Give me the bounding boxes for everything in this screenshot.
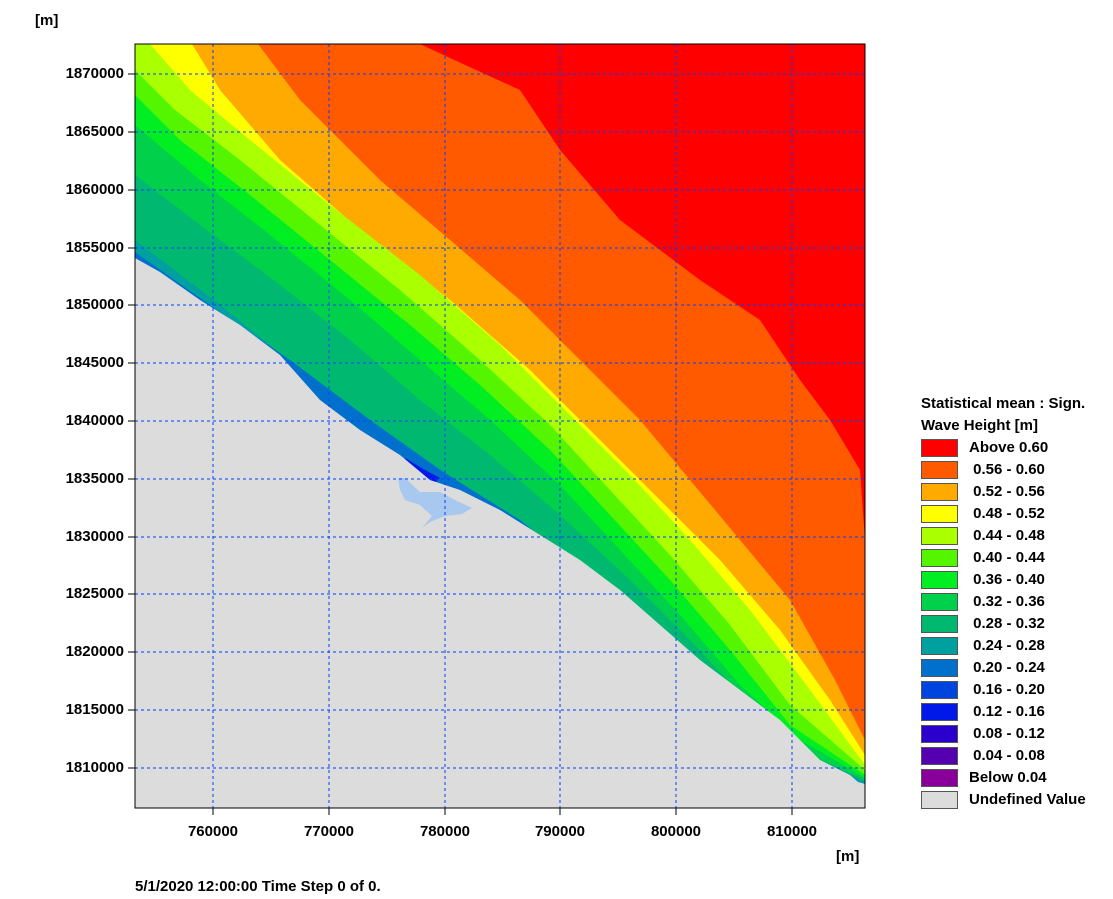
legend-swatch	[921, 615, 958, 633]
legend-label: 0.44 - 0.48	[969, 527, 1045, 544]
legend-item: 0.48 - 0.52	[921, 503, 1085, 525]
x-tick-label: 790000	[534, 823, 586, 840]
legend-rows: Above 0.60 0.56 - 0.60 0.52 - 0.56 0.48 …	[921, 437, 1086, 811]
legend-label: 0.32 - 0.36	[969, 593, 1045, 610]
legend-label: 0.28 - 0.32	[969, 615, 1045, 632]
legend-item: 0.28 - 0.32	[921, 613, 1085, 635]
legend-label: 0.20 - 0.24	[969, 659, 1045, 676]
legend-label: 0.04 - 0.08	[969, 747, 1045, 764]
y-tick-label: 1870000	[65, 65, 124, 82]
y-axis-ticks	[128, 73, 135, 769]
legend-swatch	[921, 483, 958, 501]
y-tick-label: 1830000	[65, 528, 124, 545]
plot-frame	[134, 43, 866, 809]
legend-swatch	[921, 549, 958, 567]
legend-swatch	[921, 725, 958, 743]
legend-label: 0.08 - 0.12	[969, 725, 1045, 742]
legend-label: 0.12 - 0.16	[969, 703, 1045, 720]
legend-item: 0.40 - 0.44	[921, 547, 1085, 569]
legend-swatch	[921, 571, 958, 589]
legend-item: 0.32 - 0.36	[921, 591, 1085, 613]
legend-label: 0.24 - 0.28	[969, 637, 1045, 654]
y-tick-label: 1815000	[65, 701, 124, 718]
y-tick-label: 1855000	[65, 239, 124, 256]
legend-title-line2: Wave Height [m]	[921, 417, 1038, 434]
band-012-016	[405, 458, 440, 485]
contour-bands	[135, 44, 865, 808]
legend-label: 0.48 - 0.52	[969, 505, 1045, 522]
grid	[135, 44, 865, 808]
x-tick-label: 780000	[419, 823, 471, 840]
legend-swatch	[921, 659, 958, 677]
y-tick-label: 1850000	[65, 296, 124, 313]
legend-item: 0.36 - 0.40	[921, 569, 1085, 591]
x-tick-label: 810000	[766, 823, 818, 840]
band-undefined-land	[135, 258, 865, 808]
legend-label: 0.36 - 0.40	[969, 571, 1045, 588]
legend-swatch	[921, 637, 958, 655]
x-tick-label: 760000	[187, 823, 239, 840]
legend-swatch	[921, 747, 958, 765]
legend-swatch	[921, 461, 958, 479]
legend-label: 0.40 - 0.44	[969, 549, 1045, 566]
legend-swatch	[921, 769, 958, 787]
x-tick-label: 800000	[650, 823, 702, 840]
legend-item: 0.52 - 0.56	[921, 481, 1085, 503]
y-tick-label: 1845000	[65, 354, 124, 371]
legend-swatch	[921, 505, 958, 523]
legend-swatch	[921, 703, 958, 721]
y-tick-label: 1860000	[65, 181, 124, 198]
legend-swatch	[921, 791, 958, 809]
legend-item: 0.24 - 0.28	[921, 635, 1085, 657]
legend-title-line1: Statistical mean : Sign.	[921, 395, 1086, 412]
legend-item: 0.56 - 0.60	[921, 459, 1085, 481]
legend-swatch	[921, 527, 958, 545]
legend-item: 0.12 - 0.16	[921, 701, 1085, 723]
x-tick-label: 770000	[303, 823, 355, 840]
y-tick-label: 1835000	[65, 470, 124, 487]
lake	[398, 478, 472, 528]
x-axis-ticks	[212, 808, 793, 815]
legend: Statistical mean : Sign. Wave Height [m]…	[921, 393, 1086, 811]
legend-item: 0.04 - 0.08	[921, 745, 1085, 767]
legend-label: Above 0.60	[969, 439, 1049, 456]
legend-item: 0.08 - 0.12	[921, 723, 1085, 745]
legend-label: Undefined Value	[969, 791, 1086, 808]
legend-item: Below 0.04	[921, 767, 1085, 789]
legend-item: Undefined Value	[921, 789, 1086, 811]
legend-swatch	[921, 439, 958, 457]
x-axis-unit: [m]	[836, 848, 860, 865]
y-tick-label: 1810000	[65, 759, 124, 776]
legend-item: 0.20 - 0.24	[921, 657, 1085, 679]
legend-label: 0.56 - 0.60	[969, 461, 1045, 478]
legend-item: Above 0.60	[921, 437, 1085, 459]
legend-label: 0.16 - 0.20	[969, 681, 1045, 698]
legend-label: 0.52 - 0.56	[969, 483, 1045, 500]
y-tick-label: 1825000	[65, 585, 124, 602]
timestamp: 5/1/2020 12:00:00 Time Step 0 of 0.	[135, 878, 381, 895]
y-tick-label: 1840000	[65, 412, 124, 429]
y-tick-label: 1865000	[65, 123, 124, 140]
legend-item: 0.16 - 0.20	[921, 679, 1085, 701]
y-axis-unit: [m]	[35, 12, 59, 29]
legend-swatch	[921, 681, 958, 699]
legend-label: Below 0.04	[969, 769, 1047, 786]
legend-swatch	[921, 593, 958, 611]
legend-item: 0.44 - 0.48	[921, 525, 1085, 547]
y-tick-label: 1820000	[65, 643, 124, 660]
